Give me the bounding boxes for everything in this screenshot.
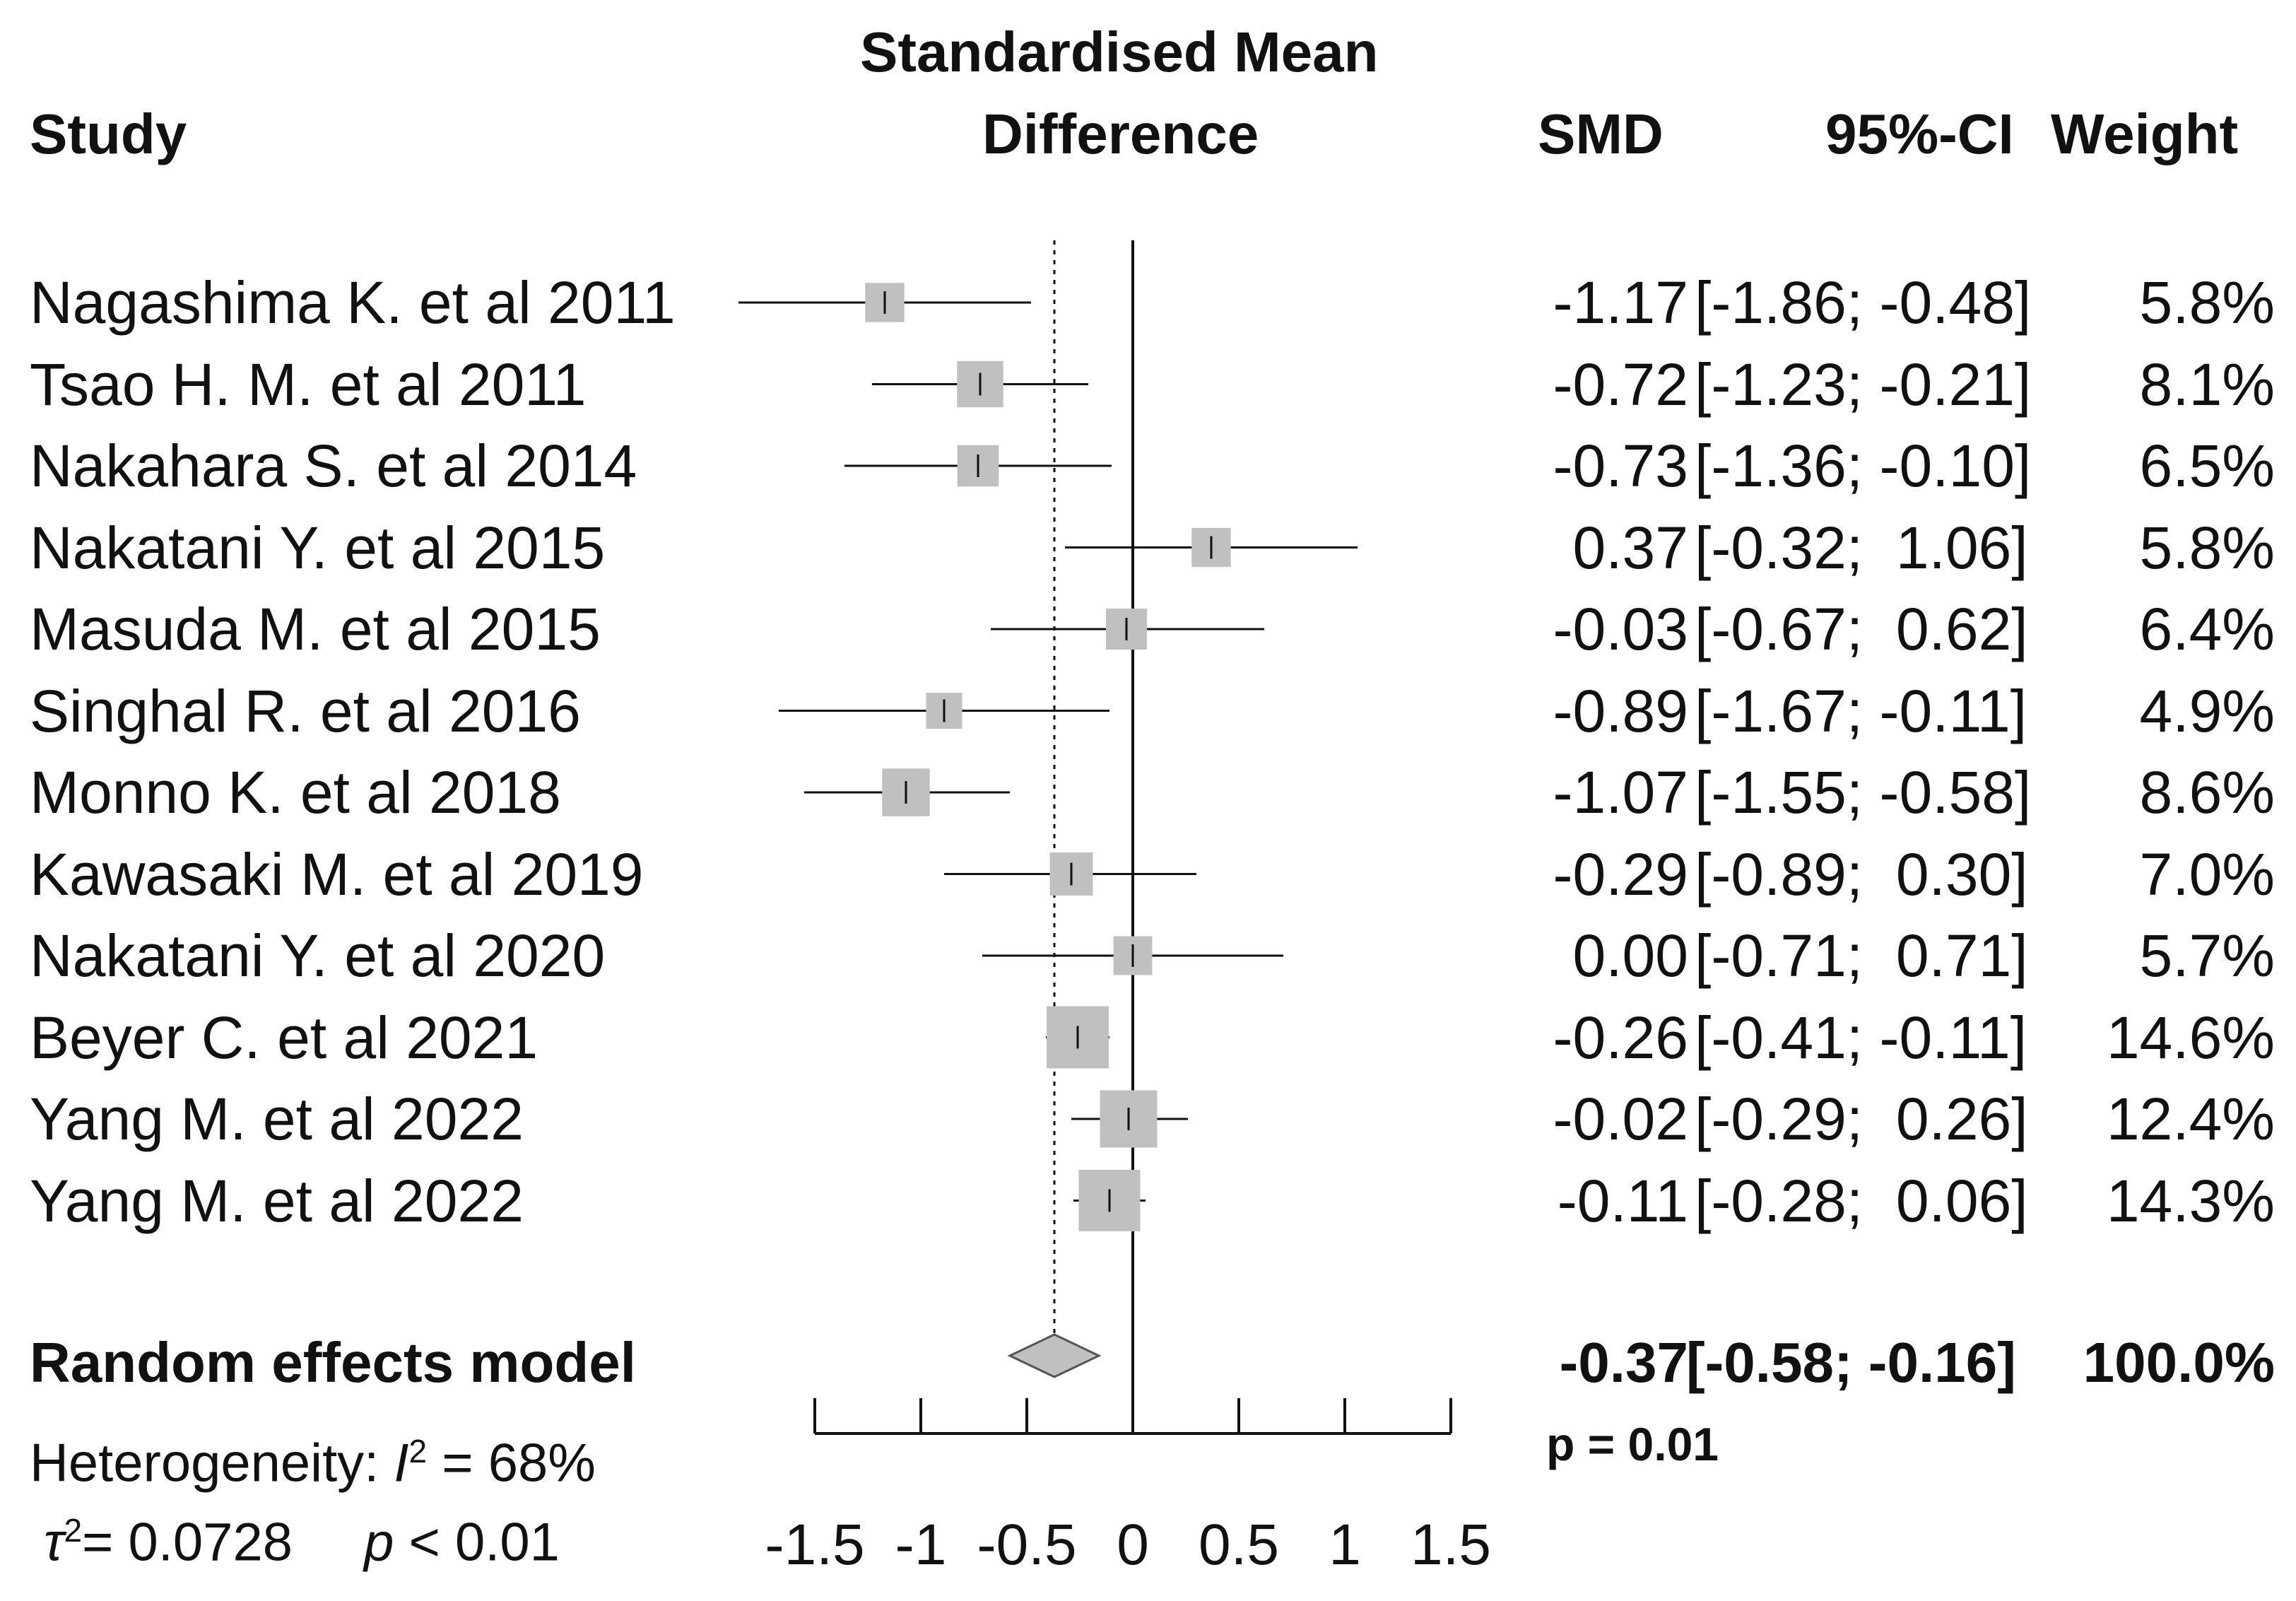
study-name: Yang M. et al 2022 <box>30 1167 524 1234</box>
study-weight: 4.9% <box>2139 677 2275 744</box>
study-name: Monno K. et al 2018 <box>30 759 561 826</box>
study-smd: -0.89 <box>1553 677 1688 744</box>
header-ci: 95%-CI <box>1825 102 2014 165</box>
pooled-label: Random effects model <box>30 1331 636 1394</box>
study-smd: -0.26 <box>1553 1004 1688 1071</box>
pooled-p-value: p = 0.01 <box>1546 1418 1719 1470</box>
heterogeneity-p-symbol: p <box>364 1512 394 1573</box>
study-weight: 8.6% <box>2139 759 2275 826</box>
study-ci: [-0.29; 0.26] <box>1695 1086 2028 1152</box>
i2-value: = 68% <box>427 1433 596 1494</box>
study-smd: -0.03 <box>1553 596 1688 662</box>
study-weight: 6.4% <box>2139 596 2275 662</box>
study-weight: 14.3% <box>2106 1167 2275 1234</box>
header-weight: Weight <box>2051 102 2239 165</box>
study-ci: [-0.41; -0.11] <box>1695 1004 2027 1071</box>
header-plot-title-line2: Difference <box>982 102 1259 165</box>
study-weight: 7.0% <box>2139 840 2275 908</box>
study-smd: -1.17 <box>1553 269 1688 336</box>
study-smd: -0.02 <box>1553 1086 1688 1152</box>
pooled-ci: [-0.58; -0.16] <box>1686 1331 2016 1394</box>
study-name: Singhal R. et al 2016 <box>30 677 581 744</box>
study-ci: [-0.71; 0.71] <box>1695 922 2028 989</box>
pooled-diamond <box>1007 1333 1102 1378</box>
study-ci: [-1.55; -0.58] <box>1695 759 2032 826</box>
study-weight: 5.7% <box>2139 922 2275 989</box>
heterogeneity-i2: Heterogeneity: I2 = 68% <box>30 1435 596 1490</box>
pooled-smd: -0.37 <box>1559 1331 1688 1394</box>
x-axis-tick-label: -1.5 <box>765 1513 865 1577</box>
study-weight: 12.4% <box>2106 1086 2275 1152</box>
tau2-symbol: τ <box>44 1512 64 1573</box>
x-axis-tick-label: 0 <box>1117 1513 1149 1577</box>
study-name: Nagashima K. et al 2011 <box>30 269 676 336</box>
study-smd: -0.11 <box>1557 1167 1688 1234</box>
study-ci: [-0.32; 1.06] <box>1695 514 2028 581</box>
heterogeneity-tau2: τ2= 0.0728 p < 0.01 <box>44 1514 560 1569</box>
study-smd: 0.00 <box>1572 922 1689 989</box>
study-name: Yang M. et al 2022 <box>30 1086 524 1152</box>
study-weight: 8.1% <box>2139 351 2275 418</box>
study-ci: [-0.67; 0.62] <box>1695 596 2028 662</box>
i2-superscript: 2 <box>408 1433 428 1470</box>
study-name: Nakatani Y. et al 2015 <box>30 514 606 581</box>
study-name: Masuda M. et al 2015 <box>30 596 601 662</box>
study-smd: -0.73 <box>1553 433 1688 499</box>
x-axis-tick-label: 1.5 <box>1411 1513 1491 1577</box>
study-smd: -0.72 <box>1553 351 1688 418</box>
x-axis-tick-label: 0.5 <box>1199 1513 1279 1577</box>
study-ci: [-1.67; -0.11] <box>1695 677 2027 744</box>
study-name: Tsao H. M. et al 2011 <box>30 351 587 418</box>
study-name: Kawasaki M. et al 2019 <box>30 840 644 908</box>
heterogeneity-p-value: < 0.01 <box>394 1512 560 1573</box>
study-weight: 5.8% <box>2139 514 2275 581</box>
study-smd: -0.29 <box>1553 840 1688 908</box>
study-smd: -1.07 <box>1553 759 1688 826</box>
study-smd: 0.37 <box>1572 514 1689 581</box>
study-name: Nakahara S. et al 2014 <box>30 433 637 499</box>
i2-symbol: I <box>394 1433 409 1494</box>
study-ci: [-1.36; -0.10] <box>1695 433 2032 499</box>
tau2-superscript: 2 <box>64 1512 83 1549</box>
x-axis-tick-label: -0.5 <box>977 1513 1077 1577</box>
header-smd: SMD <box>1538 102 1664 165</box>
header-plot-title-line1: Standardised Mean <box>860 20 1379 83</box>
study-ci: [-0.89; 0.30] <box>1695 840 2028 908</box>
header-study: Study <box>30 102 187 165</box>
study-ci: [-0.28; 0.06] <box>1695 1167 2028 1234</box>
study-weight: 6.5% <box>2139 433 2275 499</box>
pooled-weight: 100.0% <box>2083 1331 2275 1394</box>
study-name: Beyer C. et al 2021 <box>30 1004 538 1071</box>
study-ci: [-1.86; -0.48] <box>1695 269 2032 336</box>
study-ci: [-1.23; -0.21] <box>1695 351 2032 418</box>
study-name: Nakatani Y. et al 2020 <box>30 922 606 989</box>
x-axis-tick-label: 1 <box>1329 1513 1361 1577</box>
tau2-value: = 0.0728 <box>82 1512 293 1573</box>
heterogeneity-label: Heterogeneity: <box>30 1433 394 1494</box>
study-weight: 14.6% <box>2106 1004 2275 1071</box>
x-axis-tick-label: -1 <box>895 1513 947 1577</box>
study-weight: 5.8% <box>2139 269 2275 336</box>
